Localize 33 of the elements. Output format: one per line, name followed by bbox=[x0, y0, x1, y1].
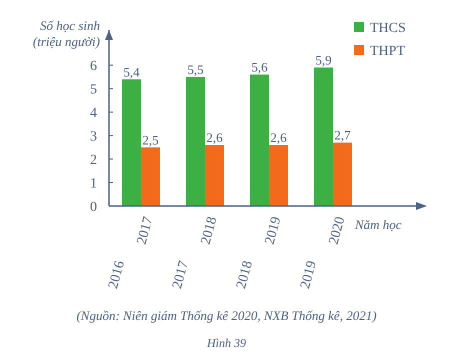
y-tick-label: 1 bbox=[90, 176, 97, 192]
data-label: 2,6 bbox=[270, 130, 288, 145]
y-tick-label: 2 bbox=[90, 153, 97, 168]
x-tick-label: 2016 2017 bbox=[106, 215, 156, 290]
legend-label: THCS bbox=[370, 21, 406, 36]
bar bbox=[269, 144, 288, 206]
bar bbox=[186, 76, 205, 206]
data-label: 5,6 bbox=[251, 60, 268, 75]
bar bbox=[205, 144, 224, 206]
data-label: 2,5 bbox=[142, 132, 159, 148]
bar bbox=[333, 142, 352, 206]
x-axis-title: Năm học bbox=[354, 217, 402, 232]
bar bbox=[122, 79, 141, 206]
y-tick-label: 5 bbox=[90, 82, 97, 98]
data-label: 2,6 bbox=[206, 130, 224, 145]
x-tick-label: 2017 2018 bbox=[170, 215, 220, 290]
y-tick-label: 6 bbox=[90, 59, 97, 74]
y-tick-label: 4 bbox=[90, 106, 97, 122]
data-label: 5,9 bbox=[315, 52, 332, 68]
x-tick-label: 2019 2020 bbox=[298, 215, 348, 290]
data-label: 5,4 bbox=[123, 64, 140, 80]
y-axis-title: Số học sinh (triệu người) bbox=[32, 18, 100, 49]
text: (Nguồn: Niên giám Thống kê 2020, NXB Thống kê, 2021) bbox=[76, 308, 377, 323]
data-label: 5,5 bbox=[187, 62, 204, 77]
data-label: 2,7 bbox=[334, 128, 352, 143]
y-tick-label: 3 bbox=[90, 130, 97, 145]
text: Hình 39 bbox=[206, 336, 246, 350]
y-tick-label: 0 bbox=[90, 200, 97, 215]
x-tick-label: 2018 2019 bbox=[234, 215, 284, 290]
bar bbox=[141, 147, 160, 206]
bar bbox=[314, 68, 333, 206]
bar bbox=[250, 74, 269, 206]
legend-label: THPT bbox=[370, 44, 406, 59]
